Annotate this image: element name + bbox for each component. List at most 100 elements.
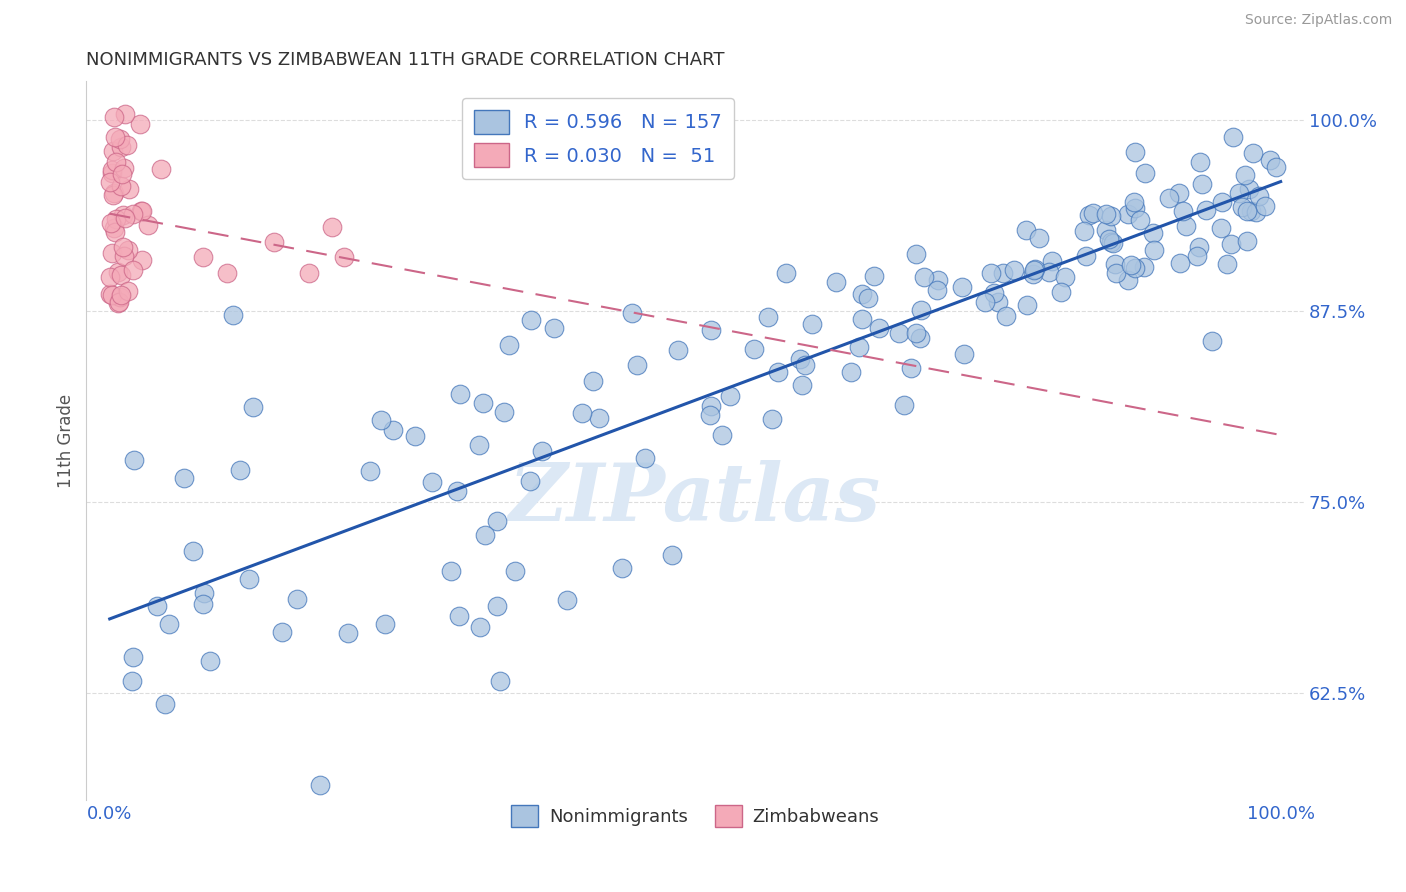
Point <box>863 269 886 284</box>
Point <box>912 270 935 285</box>
Point <box>900 361 922 376</box>
Point <box>661 549 683 563</box>
Point <box>449 386 471 401</box>
Point <box>498 338 520 352</box>
Point <box>1175 219 1198 234</box>
Point <box>103 187 125 202</box>
Point <box>531 443 554 458</box>
Point <box>422 475 444 489</box>
Point <box>114 107 136 121</box>
Point <box>486 599 509 613</box>
Point <box>108 295 131 310</box>
Point <box>974 295 997 310</box>
Point <box>571 405 593 419</box>
Point <box>1232 200 1254 214</box>
Point <box>1104 257 1126 271</box>
Point <box>181 544 204 558</box>
Point <box>104 212 127 227</box>
Point <box>472 395 495 409</box>
Point <box>612 561 634 575</box>
Point <box>110 290 132 304</box>
Point <box>110 268 132 283</box>
Point <box>1116 207 1139 221</box>
Point <box>114 211 136 225</box>
Point <box>1265 161 1288 175</box>
Point <box>710 427 733 442</box>
Point <box>263 235 285 249</box>
Point <box>446 483 468 498</box>
Point <box>889 326 911 340</box>
Point <box>155 697 177 711</box>
Point <box>193 586 215 600</box>
Point <box>1191 177 1213 191</box>
Point <box>1054 270 1077 285</box>
Point <box>756 310 779 325</box>
Point <box>700 399 723 413</box>
Point <box>1129 213 1152 227</box>
Point <box>839 365 862 379</box>
Text: Source: ZipAtlas.com: Source: ZipAtlas.com <box>1244 13 1392 28</box>
Point <box>131 252 153 267</box>
Point <box>104 130 127 145</box>
Point <box>1254 199 1277 213</box>
Point <box>193 598 215 612</box>
Point <box>1028 231 1050 245</box>
Point <box>1123 195 1146 210</box>
Point <box>112 161 135 175</box>
Point <box>1227 186 1250 200</box>
Point <box>136 218 159 232</box>
Point <box>118 182 141 196</box>
Point <box>101 166 124 180</box>
Point <box>229 463 252 477</box>
Point <box>1073 225 1095 239</box>
Point <box>336 626 359 640</box>
Point <box>198 653 221 667</box>
Point <box>238 573 260 587</box>
Point <box>927 284 949 298</box>
Point <box>103 111 125 125</box>
Point <box>1133 260 1156 275</box>
Point <box>131 204 153 219</box>
Point <box>101 288 124 302</box>
Point <box>582 374 605 388</box>
Point <box>474 527 496 541</box>
Point <box>285 591 308 606</box>
Point <box>1024 262 1046 277</box>
Point <box>112 240 135 254</box>
Point <box>908 331 931 345</box>
Point <box>100 216 122 230</box>
Point <box>1168 255 1191 269</box>
Point <box>1123 201 1146 215</box>
Point <box>1022 268 1045 282</box>
Point <box>105 155 128 169</box>
Point <box>1081 206 1104 220</box>
Point <box>634 450 657 465</box>
Point <box>1171 203 1194 218</box>
Point <box>110 140 132 154</box>
Point <box>742 342 765 356</box>
Point <box>447 608 470 623</box>
Point <box>1017 298 1039 312</box>
Point <box>222 308 245 322</box>
Point <box>1187 240 1209 254</box>
Point <box>494 405 516 419</box>
Legend: Nonimmigrants, Zimbabweans: Nonimmigrants, Zimbabweans <box>503 797 887 834</box>
Point <box>904 326 927 341</box>
Point <box>666 343 689 357</box>
Point <box>825 275 848 289</box>
Point <box>111 167 134 181</box>
Point <box>953 346 976 360</box>
Point <box>761 411 783 425</box>
Point <box>1022 263 1045 277</box>
Point <box>950 280 973 294</box>
Point <box>104 225 127 239</box>
Point <box>800 317 823 331</box>
Point <box>1102 235 1125 250</box>
Point <box>1095 222 1118 236</box>
Point <box>1236 204 1258 219</box>
Point <box>1243 146 1265 161</box>
Point <box>1260 153 1282 167</box>
Point <box>193 250 215 264</box>
Point <box>519 313 541 327</box>
Point <box>700 323 723 337</box>
